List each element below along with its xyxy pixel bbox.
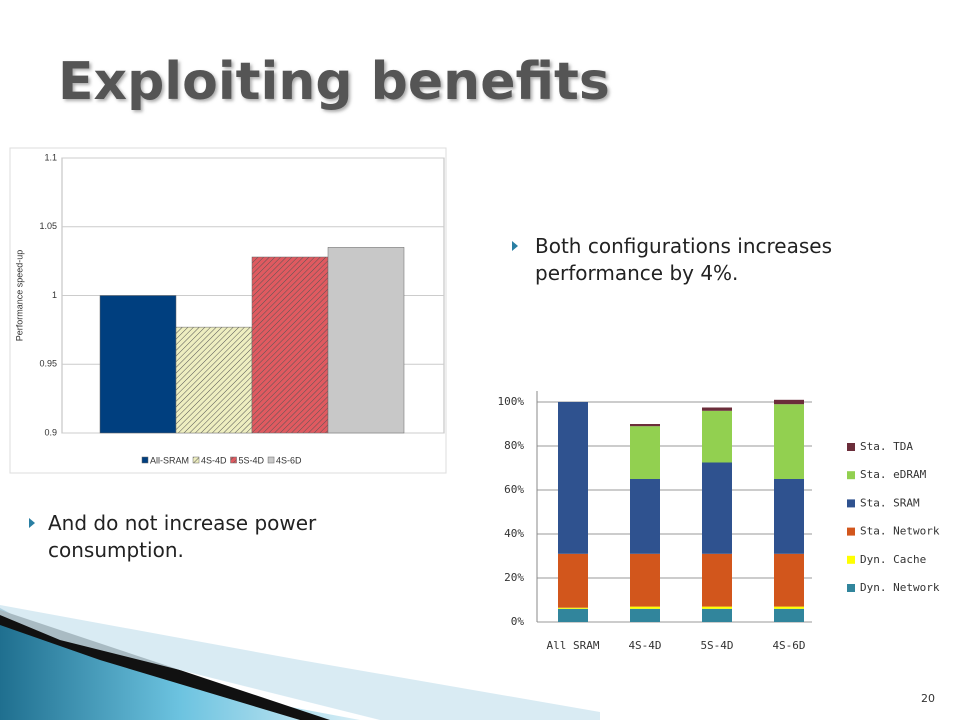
legend-label: Sta. SRAM xyxy=(860,496,920,509)
bar-segment xyxy=(774,399,804,405)
decoration xyxy=(0,605,600,720)
legend-swatch xyxy=(141,456,149,464)
legend-swatch xyxy=(847,471,855,480)
x-tick-label: 5S-4D xyxy=(700,639,733,652)
chart-frame xyxy=(9,147,447,474)
legend-label: Dyn. Network xyxy=(860,581,940,594)
legend-swatch xyxy=(230,456,237,464)
bar-segment xyxy=(558,607,588,609)
bar-segment xyxy=(558,402,588,554)
bar-segment xyxy=(558,553,588,608)
bar-segment xyxy=(702,606,732,609)
slide-title: Exploiting benefits xyxy=(58,52,610,112)
x-tick-label: All SRAM xyxy=(547,639,600,652)
legend-label: 4S-4D xyxy=(201,455,227,465)
legend-label: All-SRAM xyxy=(150,455,189,465)
y-tick-label: 0% xyxy=(511,615,525,628)
y-tick-label: 20% xyxy=(504,571,524,584)
bullet: Both configurations increases performance… xyxy=(512,234,832,285)
bar-segment xyxy=(630,426,660,479)
legend-swatch xyxy=(847,527,855,536)
legend-swatch xyxy=(847,443,855,451)
legend-label: 5S-4D xyxy=(239,455,265,465)
bar-segment xyxy=(774,479,804,554)
legend-swatch xyxy=(847,555,855,564)
bar-segment xyxy=(702,553,732,607)
bar-segment xyxy=(702,462,732,554)
bar-segment xyxy=(558,608,588,622)
y-tick-label: 60% xyxy=(504,483,524,496)
y-tick-label: 1.1 xyxy=(44,152,57,162)
bar-segment xyxy=(702,608,732,622)
legend-label: 4S-6D xyxy=(276,455,302,465)
y-tick-label: 40% xyxy=(504,527,524,540)
y-tick-label: 100% xyxy=(498,395,525,408)
bar-segment xyxy=(702,410,732,463)
bar-segment xyxy=(630,424,660,427)
bullet-text: Both configurations increases performance… xyxy=(535,234,832,285)
bar-segment xyxy=(774,404,804,479)
bar xyxy=(175,326,253,434)
bar-segment xyxy=(630,553,660,607)
legend-swatch xyxy=(267,456,275,464)
legend-label: Sta. TDA xyxy=(860,440,913,453)
y-axis-label: Performance speed-up xyxy=(14,250,24,342)
y-tick-label: 80% xyxy=(504,439,524,452)
y-tick-label: 1 xyxy=(52,290,57,300)
x-tick-label: 4S-6D xyxy=(772,639,805,652)
bullet: And do not increase power consumption. xyxy=(29,511,317,562)
legend-label: Sta. Network xyxy=(860,525,940,538)
legend-swatch xyxy=(192,456,200,464)
y-tick-label: 1.05 xyxy=(39,221,57,231)
legend-swatch xyxy=(847,499,855,508)
legend-swatch xyxy=(847,584,855,592)
bar-segment xyxy=(774,606,804,609)
bar-segment xyxy=(630,479,660,554)
page-number: 20 xyxy=(921,692,935,705)
legend-label: Sta. eDRAM xyxy=(860,468,927,481)
bar-segment xyxy=(774,608,804,622)
legend-label: Dyn. Cache xyxy=(860,553,926,566)
y-tick-label: 0.95 xyxy=(39,359,57,369)
bar xyxy=(99,295,177,434)
bullet-text: And do not increase power consumption. xyxy=(48,511,317,562)
y-tick-label: 0.9 xyxy=(44,427,57,437)
bar-segment xyxy=(630,608,660,622)
bar xyxy=(251,256,329,434)
bar-segment xyxy=(630,606,660,609)
x-tick-label: 4S-4D xyxy=(628,639,661,652)
bar xyxy=(327,247,405,434)
bar-segment xyxy=(702,407,732,411)
bar-segment xyxy=(774,553,804,607)
